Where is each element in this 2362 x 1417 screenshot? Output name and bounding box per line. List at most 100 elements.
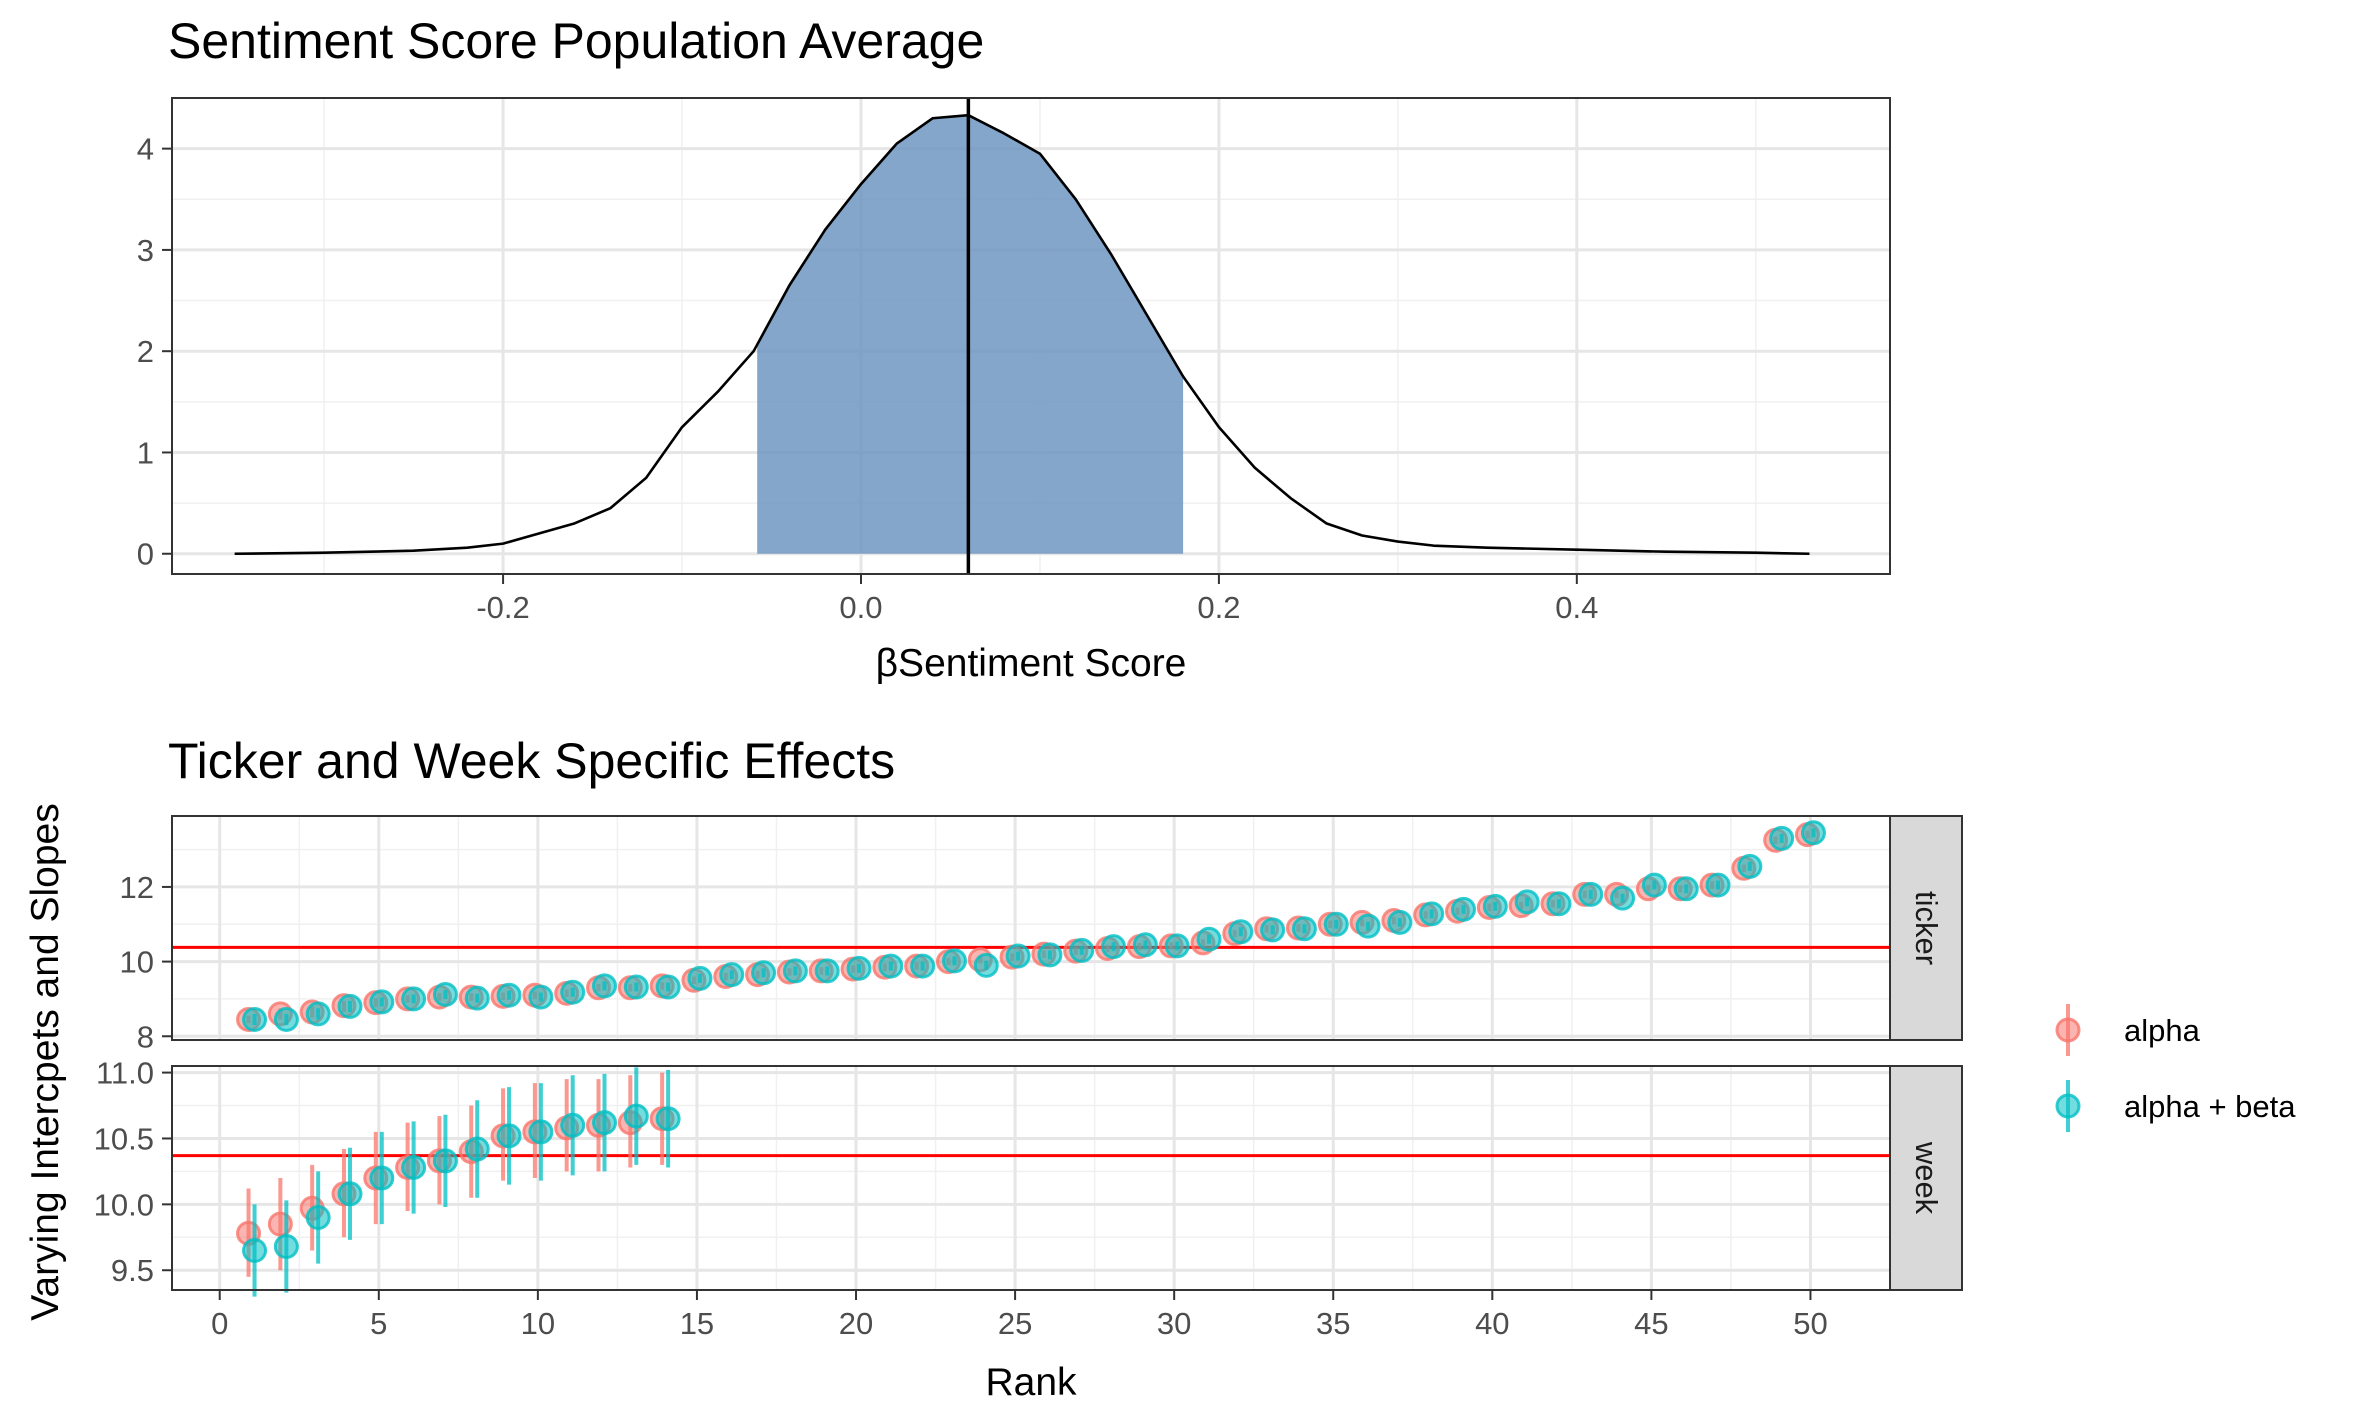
legend-entry-label: alpha + beta <box>2124 1089 2296 1124</box>
effects-x-tick-label: 15 <box>680 1306 714 1341</box>
effects-point <box>1323 911 1349 937</box>
legend-key-point <box>2055 1093 2081 1119</box>
effects-point <box>273 1234 299 1260</box>
density-x-tick-label: 0.4 <box>1555 590 1598 625</box>
effects-point <box>910 953 936 979</box>
density-x-axis-title: βSentiment Score <box>876 642 1187 685</box>
effects-point <box>1737 853 1763 879</box>
effects-point <box>305 1205 331 1231</box>
density-x-tick-label: -0.2 <box>476 590 529 625</box>
effects-point <box>1419 901 1445 927</box>
density-curve <box>234 113 1810 556</box>
effects-point <box>401 986 427 1012</box>
effects-point <box>1005 943 1031 969</box>
effects-point <box>1546 891 1572 917</box>
effects-x-tick-label: 45 <box>1634 1306 1668 1341</box>
effects-point <box>1578 881 1604 907</box>
effects-panel-week: 9.5 10.0 10.5 11.0 week <box>94 1056 1963 1297</box>
effects-x-tick-label: 10 <box>521 1306 555 1341</box>
effects-point <box>560 979 586 1005</box>
effects-point <box>973 952 999 978</box>
effects-point <box>719 962 745 988</box>
effects-point <box>432 1148 458 1174</box>
effects-point <box>814 958 840 984</box>
effects-point <box>1132 932 1158 958</box>
effects-point <box>496 1123 522 1149</box>
effects-x-tick-label: 0 <box>211 1306 228 1341</box>
facet-strip-label: week <box>1909 1141 1944 1215</box>
density-x-tick-label: 0.0 <box>839 590 882 625</box>
density-y-tick-label: 0 <box>137 537 154 572</box>
facet-strip-week <box>1889 1065 1963 1291</box>
density-y-tick-label: 2 <box>137 334 154 369</box>
effects-x-axis: 0 5 10 15 20 25 30 35 40 45 50 <box>211 1290 1828 1341</box>
effects-point <box>1355 913 1381 939</box>
density-y-tick-label: 3 <box>137 233 154 268</box>
effects-point <box>1482 893 1508 919</box>
effects-point <box>782 958 808 984</box>
effects-panels: 8 10 12 ticker 9.5 10.0 10.5 11.0 week <box>94 815 1963 1297</box>
effects-y-tick-label: 11.0 <box>96 1056 154 1091</box>
effects-point <box>464 1136 490 1162</box>
effects-series-alpha-beta <box>242 820 1826 1032</box>
effects-point <box>623 974 649 1000</box>
effects-point <box>1641 872 1667 898</box>
effects-point <box>1705 872 1731 898</box>
effects-point <box>337 1181 363 1207</box>
effects-point <box>242 1006 268 1032</box>
effects-point <box>496 982 522 1008</box>
effects-x-tick-label: 5 <box>370 1306 387 1341</box>
effects-point <box>1228 919 1254 945</box>
effects-point <box>528 1119 554 1145</box>
effects-point <box>687 965 713 991</box>
density-credible-interval-area <box>757 115 1184 554</box>
effects-series-alpha-beta <box>242 1067 681 1297</box>
density-chart-title: Sentiment Score Population Average <box>168 13 984 69</box>
legend: alpha alpha + beta <box>2055 1004 2296 1132</box>
legend-key-point <box>2055 1017 2081 1043</box>
effects-point <box>1514 889 1540 915</box>
effects-x-tick-label: 50 <box>1793 1306 1827 1341</box>
effects-point <box>941 948 967 974</box>
density-y-tick-label: 4 <box>137 132 154 167</box>
effects-point <box>1451 896 1476 922</box>
effects-point <box>560 1112 586 1138</box>
effects-point <box>242 1237 268 1263</box>
effects-point <box>1673 876 1699 902</box>
effects-y-tick-label: 9.5 <box>111 1253 154 1288</box>
effects-point <box>655 1106 681 1132</box>
density-axes: -0.2 0.0 0.2 0.4 0 1 2 3 4 <box>137 132 1599 625</box>
density-y-tick-label: 1 <box>137 435 154 470</box>
density-plot-area <box>234 98 1810 574</box>
effects-x-axis-title: Rank <box>985 1361 1077 1404</box>
effects-point <box>592 973 617 999</box>
effects-point <box>592 1110 617 1136</box>
effects-point <box>1769 825 1795 851</box>
effects-point <box>337 993 363 1019</box>
effects-point <box>1610 885 1636 911</box>
effects-y-axis-title: Varying Intercpets and Slopes <box>24 803 67 1320</box>
effects-y-tick-label: 10.5 <box>94 1121 154 1156</box>
effects-x-tick-label: 30 <box>1157 1306 1191 1341</box>
effects-x-tick-label: 40 <box>1475 1306 1509 1341</box>
effects-point <box>1069 937 1095 963</box>
effects-panel-ticker: 8 10 12 ticker <box>120 815 1963 1054</box>
effects-y-tick-label: 8 <box>137 1019 154 1054</box>
effects-point <box>1037 942 1063 968</box>
effects-chart-title: Ticker and Week Specific Effects <box>168 733 895 789</box>
effects-point <box>528 984 554 1010</box>
effects-point <box>369 989 395 1015</box>
legend-entry-label: alpha <box>2124 1013 2201 1048</box>
effects-point <box>655 974 681 1000</box>
effects-point <box>1387 909 1413 935</box>
effects-point <box>305 1001 331 1027</box>
effects-point <box>464 985 490 1011</box>
facet-strip-ticker <box>1889 815 1963 1041</box>
effects-y-tick-label: 10 <box>120 945 154 980</box>
effects-point <box>401 1154 427 1180</box>
effects-point <box>1260 917 1286 943</box>
effects-point <box>1196 926 1222 952</box>
effects-point <box>432 981 458 1007</box>
effects-y-tick-label: 12 <box>120 870 154 905</box>
